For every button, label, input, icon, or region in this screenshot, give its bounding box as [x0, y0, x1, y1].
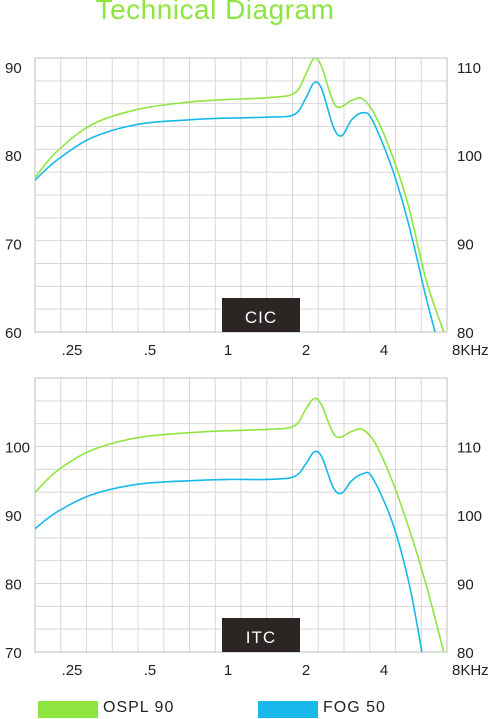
- chart-badge-label: CIC: [245, 308, 277, 327]
- y-right-tick-label: 100: [457, 148, 482, 165]
- x-tick-label: .5: [144, 342, 157, 359]
- x-tick-label: .25: [62, 342, 83, 359]
- y-left-tick-label: 80: [5, 148, 22, 165]
- x-tick-label: .25: [62, 662, 83, 679]
- chart-badge: [222, 618, 300, 652]
- y-left-tick-label: 90: [5, 60, 22, 77]
- x-tick-label: 4: [380, 662, 388, 679]
- y-left-tick-label: 100: [5, 440, 30, 457]
- ospl-90-line: [35, 58, 445, 332]
- x-tick-label: 2: [302, 342, 310, 359]
- x-tick-label: 8KHz: [452, 342, 489, 359]
- y-left-tick-label: 70: [5, 645, 22, 662]
- y-right-tick-label: 110: [457, 440, 481, 457]
- legend: OSPL 90 FOG 50: [0, 699, 500, 719]
- x-tick-label: .5: [144, 662, 157, 679]
- x-tick-label: 2: [302, 662, 310, 679]
- y-right-tick-label: 80: [457, 325, 474, 342]
- legend-label-fog: FOG 50: [323, 699, 386, 716]
- fog-50-line: [35, 450, 423, 652]
- itc-chart: 100 90 80 70 110 100 90 80 .25 .5 1 2 4 8KHz ITC: [5, 377, 489, 679]
- legend-swatch-ospl: [38, 701, 98, 718]
- y-right-tick-label: 90: [457, 577, 474, 594]
- fog-50-line: [35, 81, 436, 332]
- y-right-tick-label: 110: [457, 60, 481, 77]
- x-tick-label: 4: [380, 342, 388, 359]
- cic-chart: 90 80 70 60 110 100 90 80 .25 .5 1 2 4 8KHz CIC: [5, 57, 489, 359]
- x-tick-label: 8KHz: [452, 662, 489, 679]
- ospl-90-line: [35, 397, 445, 652]
- page-title: Technical Diagram: [95, 0, 335, 25]
- y-left-tick-label: 80: [5, 577, 22, 594]
- y-right-tick-label: 80: [457, 645, 474, 662]
- legend-swatch-fog: [258, 701, 318, 718]
- chart-badge-label: ITC: [246, 628, 276, 647]
- x-tick-label: 1: [224, 342, 232, 359]
- x-tick-label: 1: [224, 662, 232, 679]
- chart-badge: [222, 298, 300, 332]
- legend-label-ospl: OSPL 90: [103, 699, 175, 716]
- y-left-tick-label: 90: [5, 508, 22, 525]
- y-left-tick-label: 60: [5, 325, 22, 342]
- y-right-tick-label: 90: [457, 237, 474, 254]
- y-left-tick-label: 70: [5, 237, 22, 254]
- y-right-tick-label: 100: [457, 508, 482, 525]
